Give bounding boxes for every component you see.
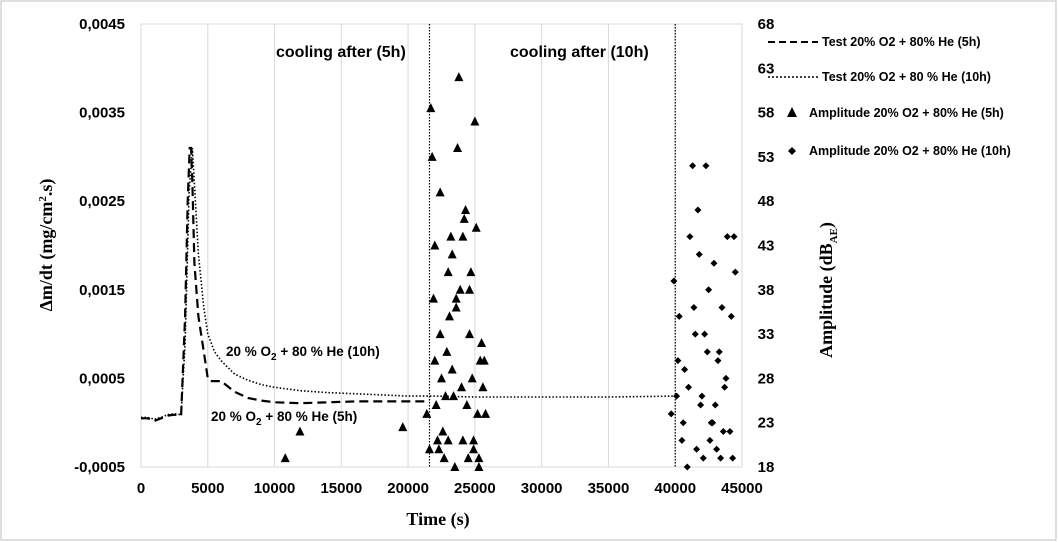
y-left-tick-label: 0,0025 bbox=[79, 193, 125, 210]
plot-area bbox=[141, 24, 742, 467]
x-tick-label: 45000 bbox=[721, 480, 763, 497]
y-left-tick-label: 0,0015 bbox=[79, 282, 125, 299]
x-tick-label: 20000 bbox=[387, 480, 429, 497]
y-right-tick-label: 48 bbox=[758, 193, 775, 210]
y-right-tick-label: 23 bbox=[758, 415, 775, 432]
x-tick-label: 0 bbox=[137, 480, 145, 497]
y-left-tick-label: 0,0005 bbox=[79, 370, 125, 387]
x-axis-title: Time (s) bbox=[406, 509, 469, 530]
x-tick-label: 35000 bbox=[588, 480, 630, 497]
x-tick-label: 40000 bbox=[654, 480, 696, 497]
y-right-tick-label: 18 bbox=[758, 459, 775, 476]
legend-label-amp-5h: Amplitude 20% O2 + 80% He (5h) bbox=[809, 106, 1004, 120]
y-right-tick-label: 28 bbox=[758, 370, 775, 387]
y-left-tick-label: 0,0035 bbox=[79, 105, 125, 122]
y-right-tick-label: 38 bbox=[758, 282, 775, 299]
y-right-tick-label: 53 bbox=[758, 149, 775, 166]
y-right-tick-label: 58 bbox=[758, 105, 775, 122]
legend-label-5h: Test 20% O2 + 80% He (5h) bbox=[822, 35, 981, 49]
legend-label-amp-10h: Amplitude 20% O2 + 80% He (10h) bbox=[809, 144, 1011, 158]
x-tick-label: 5000 bbox=[191, 480, 224, 497]
annotation-cooling-10h: cooling after (10h) bbox=[510, 44, 649, 61]
y-right-tick-label: 43 bbox=[758, 238, 775, 255]
x-tick-label: 15000 bbox=[320, 480, 362, 497]
x-tick-label: 10000 bbox=[254, 480, 296, 497]
y-right-tick-label: 33 bbox=[758, 326, 775, 343]
x-tick-label: 25000 bbox=[454, 480, 496, 497]
x-tick-label: 30000 bbox=[521, 480, 563, 497]
y-left-tick-label: 0,0045 bbox=[79, 16, 125, 33]
annotation-cooling-5h: cooling after (5h) bbox=[276, 44, 406, 61]
y-left-tick-label: -0,0005 bbox=[74, 459, 125, 476]
y-right-tick-label: 63 bbox=[758, 60, 775, 77]
legend-label-10h: Test 20% O2 + 80 % He (10h) bbox=[822, 70, 991, 84]
y-right-tick-label: 68 bbox=[758, 16, 775, 33]
